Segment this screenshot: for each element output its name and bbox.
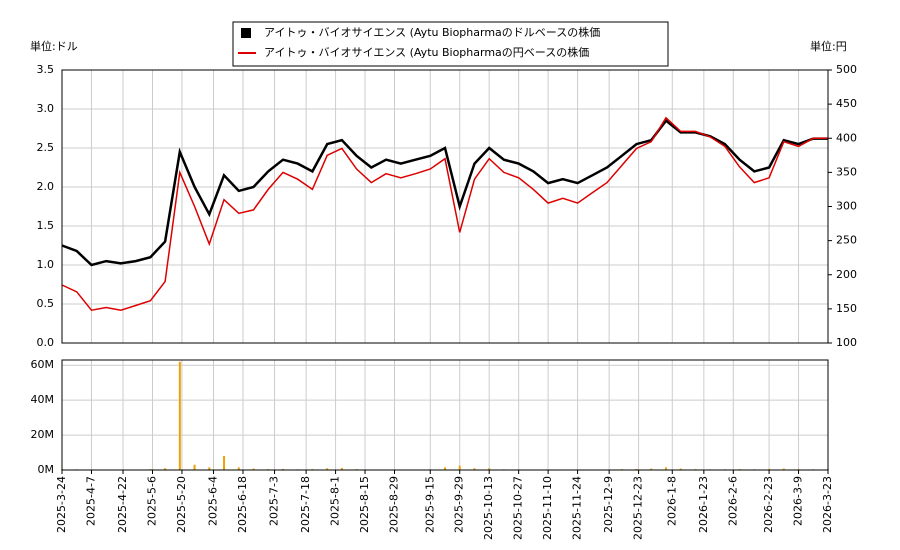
volume-bar — [679, 468, 682, 470]
x-tick-label: 2026-1-8 — [665, 476, 678, 526]
y-tick-label: 1.0 — [37, 258, 55, 271]
x-tick-label: 2025-5-20 — [175, 476, 188, 533]
volume-bar — [664, 467, 667, 470]
x-tick-label: 2025-9-29 — [453, 476, 466, 533]
y-tick-label: 3.5 — [37, 63, 55, 76]
x-tick-label: 2025-8-1 — [329, 476, 342, 526]
volume-bar — [208, 467, 211, 470]
volume-bar — [237, 467, 240, 470]
legend-label: アイトゥ・バイオサイエンス (Aytu Biopharmaの円ベースの株価 — [264, 45, 589, 59]
x-tick-label: 2025-12-9 — [602, 476, 615, 533]
y-tick-label: 0.5 — [37, 297, 55, 310]
x-tick-label: 2025-7-18 — [299, 476, 312, 533]
y2-tick-label: 250 — [836, 234, 857, 247]
x-tick-label: 2025-11-10 — [541, 476, 554, 540]
legend-box — [232, 21, 669, 67]
volume-bar — [782, 468, 785, 470]
x-tick-label: 2025-5-6 — [145, 476, 158, 526]
y-tick-label: 2.0 — [37, 180, 55, 193]
volume-bar — [281, 468, 284, 470]
volume-bar — [223, 456, 226, 470]
x-tick-label: 2026-3-23 — [821, 476, 834, 533]
y2-tick-label: 400 — [836, 131, 857, 144]
y2-tick-label: 500 — [836, 63, 857, 76]
x-tick-label: 2025-6-4 — [207, 476, 220, 526]
legend-label: アイトゥ・バイオサイエンス (Aytu Biopharmaのドルベースの株価 — [264, 25, 600, 39]
x-tick-label: 2025-4-7 — [84, 476, 97, 526]
y2-tick-label: 150 — [836, 302, 857, 315]
y-unit-label: 単位:ドル — [30, 39, 78, 53]
y2-tick-label: 200 — [836, 268, 857, 281]
x-tick-label: 2025-7-3 — [268, 476, 281, 526]
y-tick-label: 60M — [31, 358, 55, 371]
price-line — [61, 116, 828, 312]
volume-bar — [252, 468, 255, 470]
plot-frame — [61, 359, 829, 471]
y-tick-label: 40M — [31, 393, 55, 406]
y-tick-label: 0.0 — [37, 336, 55, 349]
legend-marker — [241, 28, 251, 38]
volume-bar — [458, 465, 461, 470]
x-tick-label: 2025-10-13 — [482, 476, 495, 540]
y2-tick-label: 300 — [836, 200, 857, 213]
x-tick-label: 2025-11-24 — [571, 476, 584, 540]
x-tick-label: 2026-2-23 — [762, 476, 775, 533]
volume-bar — [650, 468, 653, 470]
x-tick-label: 2025-4-22 — [116, 476, 129, 533]
volume-bar — [178, 361, 181, 470]
x-tick-label: 2025-10-27 — [512, 476, 525, 540]
volume-bar — [444, 467, 446, 470]
y2-tick-label: 450 — [836, 97, 857, 110]
y2-tick-label: 100 — [836, 336, 857, 349]
y2-tick-label: 350 — [836, 165, 857, 178]
volume-bar — [326, 468, 329, 470]
volume-bar — [488, 468, 491, 470]
volume-bar — [164, 468, 167, 470]
volume-bar — [473, 468, 476, 470]
x-tick-label: 2026-3-9 — [792, 476, 805, 526]
volume-bar — [193, 464, 196, 470]
y2-unit-label: 単位:円 — [810, 39, 847, 53]
x-tick-label: 2025-8-15 — [358, 476, 371, 533]
y-tick-label: 20M — [31, 428, 55, 441]
y-tick-label: 3.0 — [37, 102, 55, 115]
x-tick-label: 2025-12-23 — [632, 476, 645, 540]
volume-bar — [635, 468, 638, 470]
x-tick-label: 2025-9-15 — [423, 476, 436, 533]
y-tick-label: 1.5 — [37, 219, 55, 232]
volume-bar — [340, 467, 343, 470]
y-tick-label: 2.5 — [37, 141, 55, 154]
plot-frame — [61, 69, 829, 344]
x-tick-label: 2026-1-23 — [697, 476, 710, 533]
x-tick-label: 2025-8-29 — [387, 476, 400, 533]
x-tick-label: 2026-2-6 — [726, 476, 739, 526]
volume-bar — [768, 468, 771, 470]
x-tick-label: 2025-3-24 — [55, 476, 68, 533]
y-tick-label: 0M — [38, 463, 55, 476]
x-tick-label: 2025-6-18 — [236, 476, 249, 533]
